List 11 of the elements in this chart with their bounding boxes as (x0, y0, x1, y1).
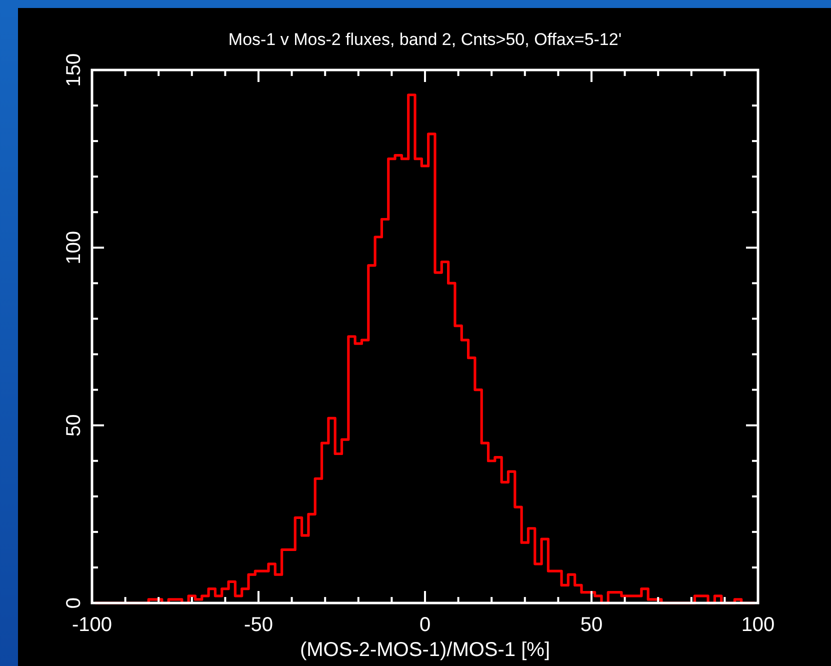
x-tick-label: -100 (72, 614, 112, 636)
x-tick-label: 50 (580, 614, 603, 636)
x-tick-label: 100 (741, 614, 775, 636)
y-tick-label: 150 (63, 53, 85, 87)
chart-title: Mos-1 v Mos-2 fluxes, band 2, Cnts>50, Offax=5-12' (228, 30, 622, 49)
y-tick-label: 0 (63, 597, 85, 609)
x-tick-label: 0 (419, 614, 431, 636)
y-tick-label: 50 (63, 414, 85, 436)
x-axis-title: (MOS-2-MOS-1)/MOS-1 [%] (300, 639, 550, 661)
x-tick-label: -50 (244, 614, 273, 636)
y-tick-label: 100 (63, 230, 85, 264)
